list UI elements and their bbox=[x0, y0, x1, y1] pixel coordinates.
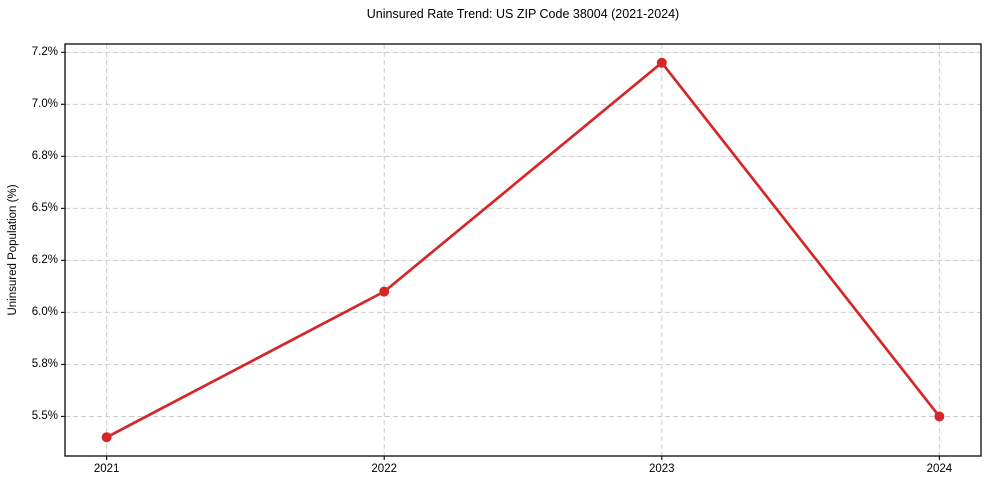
data-point-marker bbox=[379, 286, 390, 297]
data-point-marker bbox=[101, 432, 112, 443]
y-tick-label: 6.0% bbox=[31, 306, 58, 319]
data-point-marker bbox=[934, 411, 945, 422]
axes-frame bbox=[64, 43, 982, 457]
y-tick-label: 5.5% bbox=[31, 410, 58, 423]
y-tick-label: 6.8% bbox=[31, 150, 58, 163]
data-point-marker bbox=[656, 57, 667, 68]
x-tick-label: 2024 bbox=[926, 463, 953, 475]
trend-line bbox=[105, 61, 941, 439]
chart-title: Uninsured Rate Trend: US ZIP Code 38004 … bbox=[366, 7, 680, 21]
y-tick-label: 7.0% bbox=[31, 98, 58, 111]
y-tick-label: 7.2% bbox=[31, 46, 58, 59]
x-tick-label: 2022 bbox=[371, 463, 397, 475]
x-tick-label: 2021 bbox=[93, 463, 120, 475]
y-tick-label: 6.5% bbox=[31, 202, 58, 215]
y-tick-label: 6.2% bbox=[31, 254, 58, 267]
y-tick-label: 5.8% bbox=[31, 358, 58, 371]
x-tick-label: 2023 bbox=[648, 463, 675, 475]
